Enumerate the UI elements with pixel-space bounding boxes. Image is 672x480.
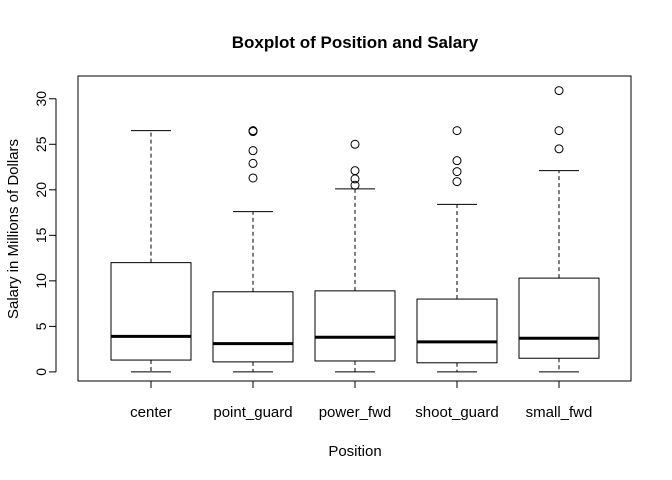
chart-title: Boxplot of Position and Salary	[232, 33, 479, 52]
box-shoot_guard	[416, 126, 498, 373]
y-tick-label: 25	[33, 136, 49, 152]
y-tick-label: 30	[33, 91, 49, 107]
x-axis: center point_guard power_fwd shoot_guard sma…	[130, 380, 593, 421]
iqr-box	[212, 291, 294, 363]
boxes	[110, 86, 600, 373]
y-tick-label: 15	[33, 227, 49, 243]
x-tick-label: shoot_guard	[415, 404, 498, 421]
box-point_guard	[212, 126, 294, 373]
outlier-point	[452, 177, 462, 187]
y-tick-label: 5	[33, 322, 49, 330]
outlier-point	[248, 146, 258, 156]
x-tick-label: power_fwd	[319, 404, 392, 421]
outlier-point	[452, 156, 462, 166]
box-power_fwd	[314, 139, 396, 373]
iqr-box	[416, 298, 498, 364]
outlier-point	[350, 139, 360, 149]
x-tick-label: point_guard	[213, 404, 292, 421]
outlier-point	[554, 86, 564, 96]
y-tick-label: 20	[33, 182, 49, 198]
outlier-point	[248, 126, 258, 136]
iqr-box	[518, 277, 600, 359]
iqr-box	[314, 290, 396, 362]
outlier-point	[248, 158, 258, 168]
outlier-point	[452, 167, 462, 177]
x-tick-label: small_fwd	[526, 404, 593, 421]
outlier-point	[554, 126, 564, 136]
outlier-point	[350, 166, 360, 176]
y-tick-label: 0	[33, 368, 49, 376]
outlier-point	[350, 180, 360, 190]
x-axis-label: Position	[328, 443, 381, 460]
y-axis: 0 5 10 15 20 25 30	[33, 91, 57, 376]
outlier-point	[452, 126, 462, 136]
y-tick-label: 10	[33, 273, 49, 289]
y-axis-label: Salary in Millions of Dollars	[5, 139, 22, 319]
outlier-point	[554, 144, 564, 154]
iqr-box	[110, 262, 192, 361]
outlier-point	[248, 173, 258, 183]
box-center	[110, 130, 192, 373]
x-tick-label: center	[130, 404, 172, 421]
box-small_fwd	[518, 86, 600, 373]
